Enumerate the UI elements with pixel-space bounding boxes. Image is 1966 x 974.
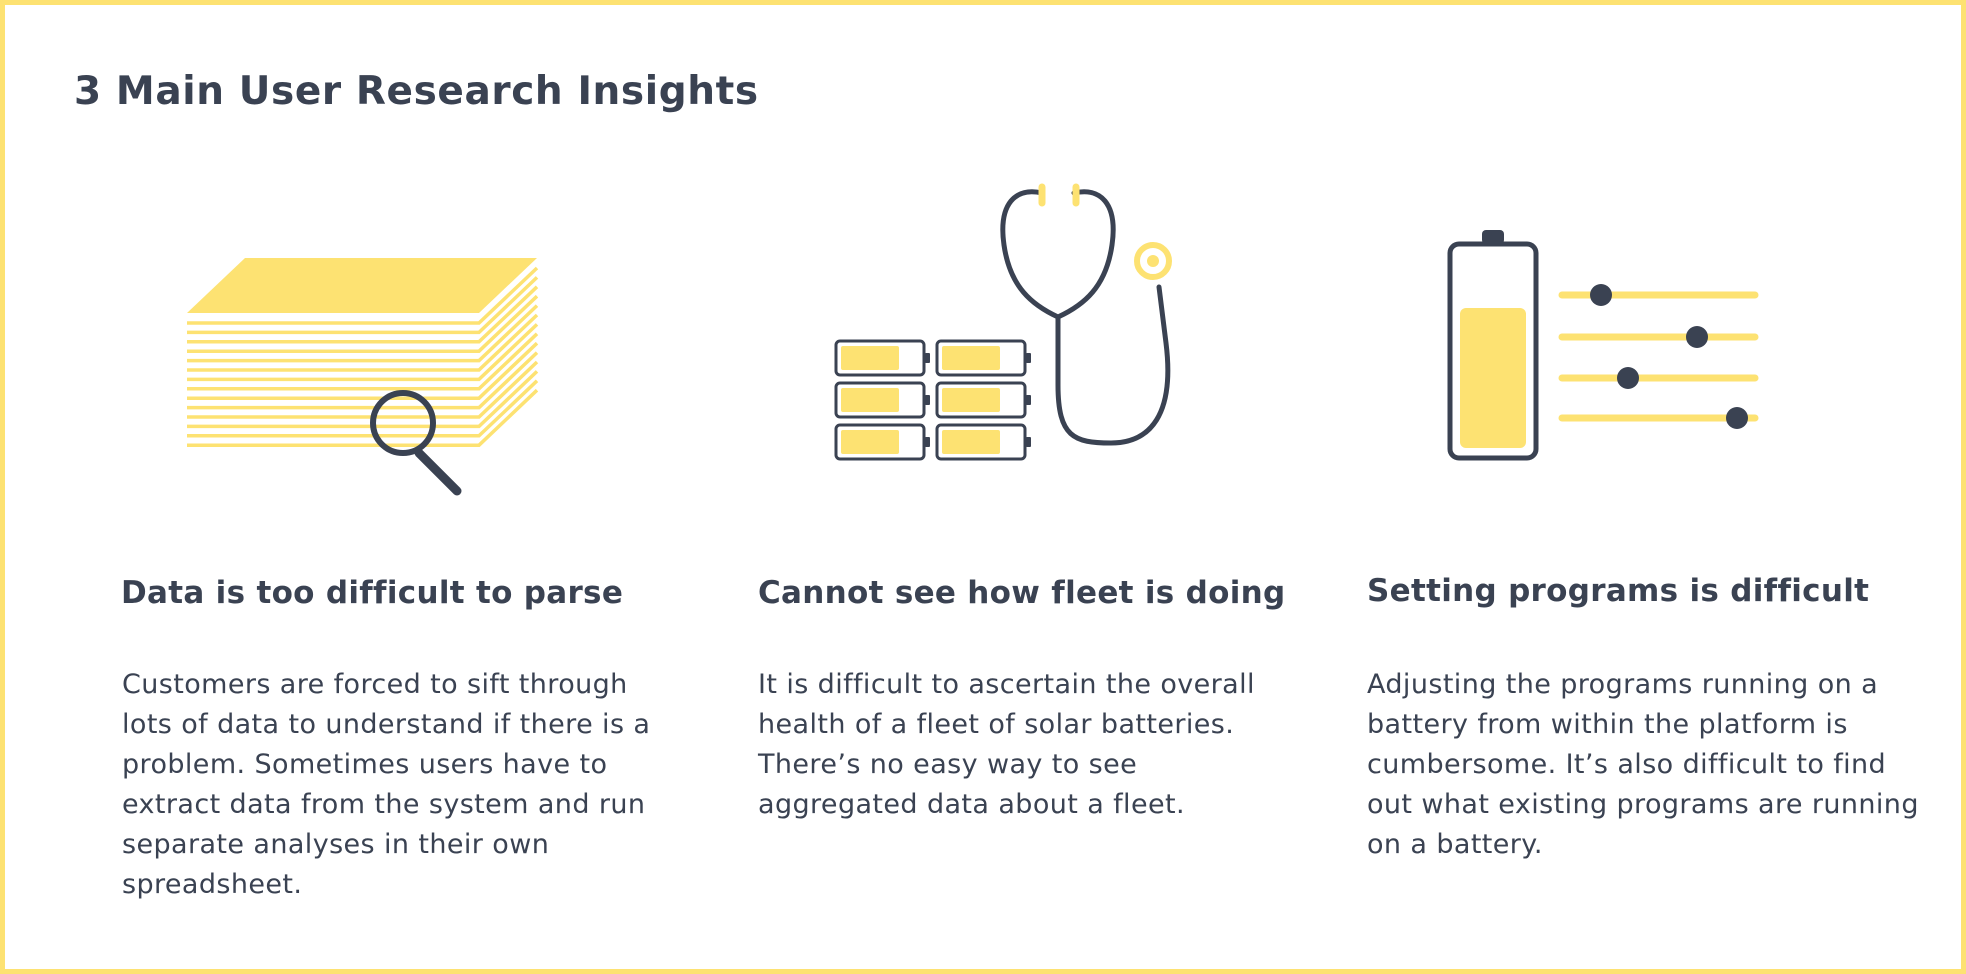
page-title: 3 Main User Research Insights [74,69,759,114]
insight-body: It is difficult to ascertain the overall… [758,669,1255,820]
slider-icon [1558,284,1759,306]
slider-icon [1558,326,1759,348]
insight-heading: Setting programs is difficult [1367,573,1870,609]
insight-heading: Data is too difficult to parse [121,575,624,611]
insight-heading: Cannot see how fleet is doing [758,575,1286,611]
slider-icon [1558,367,1759,389]
slider-icon [1558,407,1759,429]
paper-stack-magnifier-icon [187,258,539,496]
insight-body: Customers are forced to sift through lot… [122,669,651,900]
insight-body: Adjusting the programs running on a batt… [1367,669,1919,860]
battery-sliders-icon [1447,230,1759,461]
stethoscope-batteries-icon [834,183,1172,461]
